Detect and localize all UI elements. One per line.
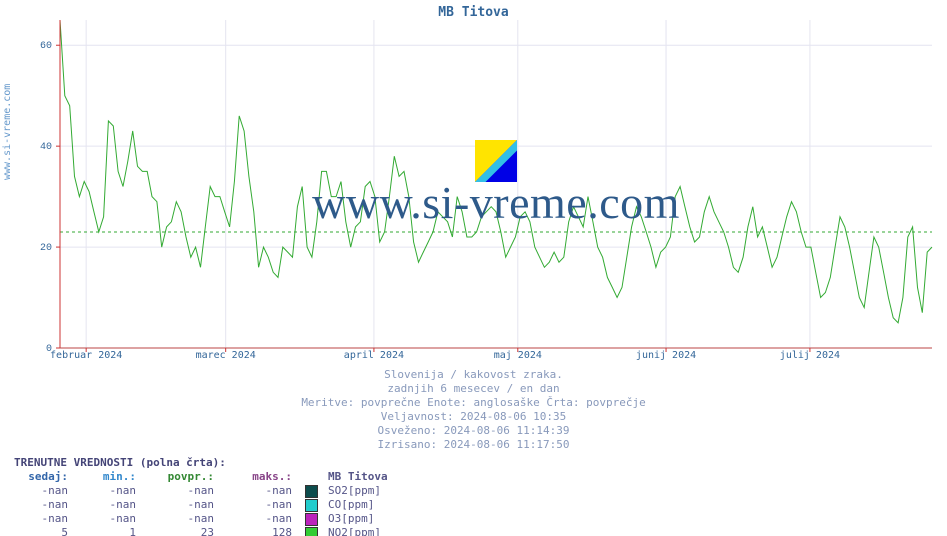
cell-label: CO[ppm] xyxy=(324,498,452,512)
cell-min: -nan xyxy=(72,512,140,526)
info-line: Slovenija / kakovost zraka. xyxy=(0,368,947,382)
info-line: Veljavnost: 2024-08-06 10:35 xyxy=(0,410,947,424)
y-axis-source-label: www.si-vreme.com xyxy=(2,84,13,180)
cell-avg: 23 xyxy=(140,526,218,536)
color-swatch-icon xyxy=(305,527,318,536)
x-tick-label: februar 2024 xyxy=(50,350,122,361)
cell-max: -nan xyxy=(218,484,296,498)
chart: 0204060 xyxy=(0,0,947,360)
cell-now: -nan xyxy=(14,512,72,526)
chart-info-block: Slovenija / kakovost zraka.zadnjih 6 mes… xyxy=(0,368,947,452)
col-header-now: sedaj: xyxy=(14,470,72,484)
cell-label: O3[ppm] xyxy=(324,512,452,526)
svg-text:40: 40 xyxy=(40,142,52,153)
cell-now: -nan xyxy=(14,484,72,498)
color-swatch-icon xyxy=(305,485,318,498)
col-header-min: min.: xyxy=(72,470,140,484)
x-tick-label: april 2024 xyxy=(344,350,404,361)
cell-avg: -nan xyxy=(140,512,218,526)
x-tick-label: marec 2024 xyxy=(196,350,256,361)
cell-min: -nan xyxy=(72,484,140,498)
cell-swatch xyxy=(296,484,324,498)
cell-swatch xyxy=(296,526,324,536)
x-tick-label: maj 2024 xyxy=(494,350,542,361)
table-row: -nan-nan-nan-nanCO[ppm] xyxy=(14,498,452,512)
color-swatch-icon xyxy=(305,499,318,512)
table-row: 5123128 NO2[ppm] xyxy=(14,526,452,536)
cell-avg: -nan xyxy=(140,498,218,512)
x-tick-label: junij 2024 xyxy=(636,350,696,361)
cell-now: -nan xyxy=(14,498,72,512)
cell-min: -nan xyxy=(72,498,140,512)
cell-max: 128 xyxy=(218,526,296,536)
cell-max: -nan xyxy=(218,498,296,512)
cell-max: -nan xyxy=(218,512,296,526)
col-header-avg: povpr.: xyxy=(140,470,218,484)
cell-avg: -nan xyxy=(140,484,218,498)
cell-label: NO2[ppm] xyxy=(324,526,452,536)
cell-now: 5 xyxy=(14,526,72,536)
x-tick-label: julij 2024 xyxy=(780,350,840,361)
cell-swatch xyxy=(296,498,324,512)
info-line: zadnjih 6 mesecev / en dan xyxy=(0,382,947,396)
cell-min: 1 xyxy=(72,526,140,536)
chart-title: MB Titova xyxy=(0,5,947,20)
svg-text:60: 60 xyxy=(40,41,52,52)
col-header-max: maks.: xyxy=(218,470,296,484)
info-line: Meritve: povprečne Enote: anglosaške Črt… xyxy=(0,396,947,410)
info-line: Izrisano: 2024-08-06 11:17:50 xyxy=(0,438,947,452)
x-axis-labels: februar 2024marec 2024april 2024maj 2024… xyxy=(60,350,932,364)
cell-label: SO2[ppm] xyxy=(324,484,452,498)
cell-swatch xyxy=(296,512,324,526)
info-line: Osveženo: 2024-08-06 11:14:39 xyxy=(0,424,947,438)
values-table: sedaj: min.: povpr.: maks.: MB Titova -n… xyxy=(14,470,452,536)
col-header-station: MB Titova xyxy=(324,470,452,484)
table-row: -nan-nan-nan-nanSO2[ppm] xyxy=(14,484,452,498)
svg-text:20: 20 xyxy=(40,243,52,254)
table-row: -nan-nan-nan-nanO3[ppm] xyxy=(14,512,452,526)
values-table-title: TRENUTNE VREDNOSTI (polna črta): xyxy=(14,456,452,470)
color-swatch-icon xyxy=(305,513,318,526)
